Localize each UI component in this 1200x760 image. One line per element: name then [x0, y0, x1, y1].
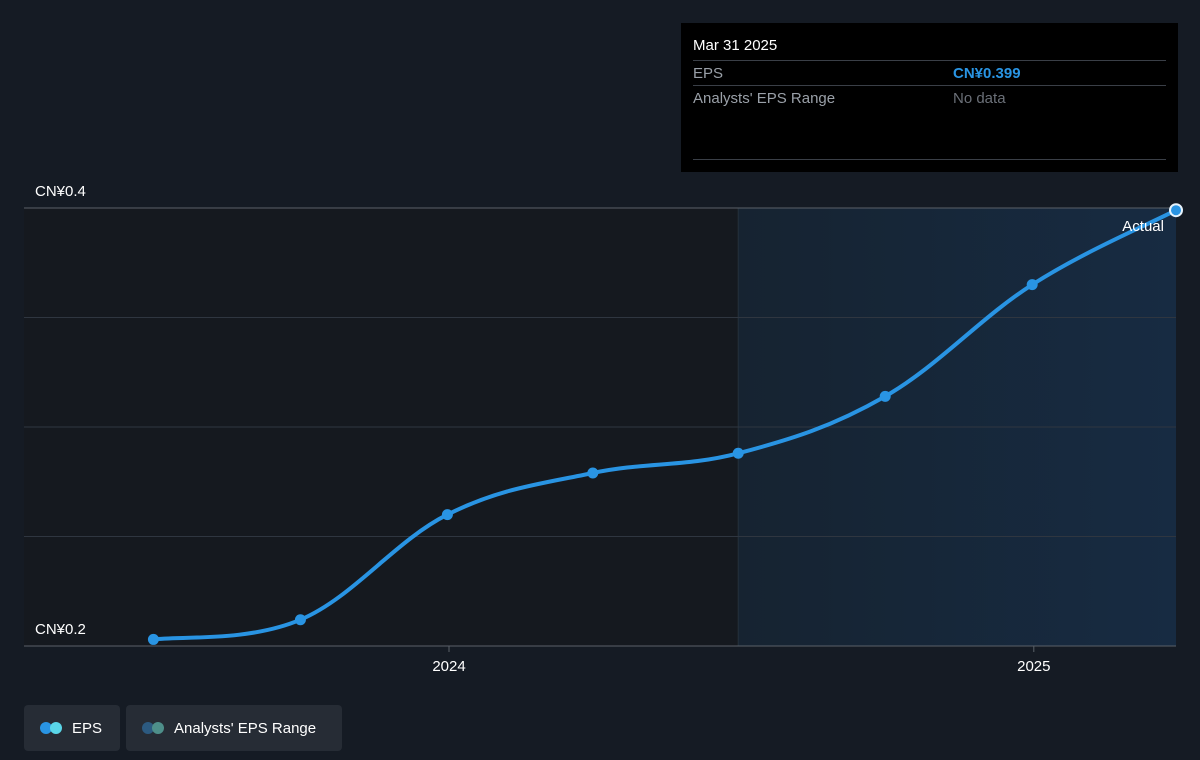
- eps-point[interactable]: [294, 614, 306, 626]
- x-tick-label: 2024: [432, 658, 465, 675]
- tooltip-date: Mar 31 2025: [693, 37, 778, 54]
- actual-annotation: Actual: [1122, 218, 1164, 235]
- eps-point[interactable]: [147, 633, 159, 645]
- tooltip-eps-value: CN¥0.399: [953, 65, 1021, 82]
- legend-item-analysts-range[interactable]: Analysts' EPS Range: [126, 705, 342, 751]
- tooltip-range-value: No data: [953, 90, 1006, 107]
- eps-point[interactable]: [732, 447, 744, 459]
- grid-lines: [24, 207, 1176, 537]
- eps-point-latest[interactable]: [1169, 203, 1183, 218]
- tooltip: Mar 31 2025 EPS CN¥0.399 Analysts' EPS R…: [681, 23, 1178, 172]
- eps-point[interactable]: [1026, 279, 1038, 291]
- legend-label-analysts-range: Analysts' EPS Range: [174, 719, 317, 737]
- y-label-top: CN¥0.4: [35, 183, 86, 200]
- eps-point[interactable]: [441, 509, 453, 521]
- y-axis-labels: CN¥0.4 CN¥0.2: [35, 183, 86, 638]
- legend-label-eps: EPS: [72, 719, 103, 737]
- analysts-range-legend-icon: [142, 722, 164, 734]
- eps-point[interactable]: [879, 390, 891, 402]
- tooltip-eps-label: EPS: [693, 65, 724, 82]
- eps-data-points: [147, 203, 1183, 645]
- eps-series-line: [151, 208, 1178, 642]
- eps-point[interactable]: [587, 467, 599, 479]
- tooltip-range-label: Analysts' EPS Range: [693, 90, 836, 107]
- tooltip-row-range: Analysts' EPS Range No data: [693, 85, 1166, 111]
- y-label-bottom: CN¥0.2: [35, 621, 86, 638]
- tooltip-divider: [693, 159, 1166, 160]
- tooltip-row-eps: EPS CN¥0.399: [693, 60, 1166, 86]
- x-axis-ticks: 2024 2025: [432, 646, 1050, 675]
- legend-item-eps[interactable]: EPS: [24, 705, 120, 751]
- eps-legend-icon: [40, 722, 62, 734]
- x-tick-label: 2025: [1017, 658, 1050, 675]
